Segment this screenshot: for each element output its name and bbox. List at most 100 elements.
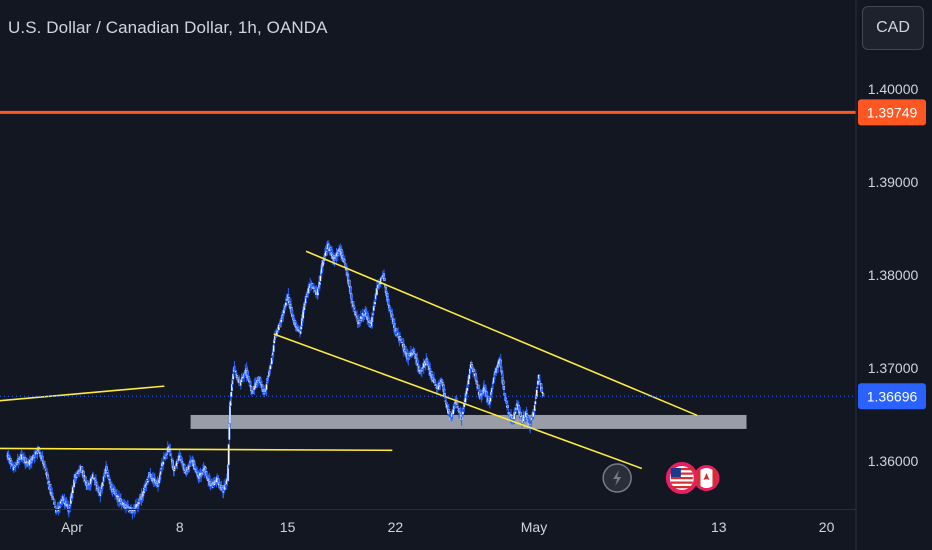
candle xyxy=(373,301,377,305)
support-zone-rect[interactable] xyxy=(190,414,747,429)
candle xyxy=(227,444,230,466)
candle xyxy=(383,277,386,282)
candle xyxy=(251,392,254,394)
candle xyxy=(291,315,294,318)
last-price-label-bg xyxy=(858,383,926,410)
candle xyxy=(229,400,232,407)
x-tick-label: 22 xyxy=(388,519,404,535)
us-flag-stripe xyxy=(670,468,693,471)
candle xyxy=(400,341,404,344)
candle xyxy=(509,415,512,417)
ca-flag-bar-right xyxy=(712,470,717,487)
candle xyxy=(162,461,165,465)
currency-button[interactable]: CAD xyxy=(862,6,924,50)
candle xyxy=(424,363,427,366)
chart-title: U.S. Dollar / Canadian Dollar, 1h, OANDA xyxy=(8,18,328,37)
y-tick-label: 1.36000 xyxy=(868,453,919,469)
candle xyxy=(541,391,544,394)
candle xyxy=(265,383,268,390)
trendline-2[interactable] xyxy=(273,333,643,470)
candle xyxy=(329,247,332,251)
x-tick-label: 15 xyxy=(280,519,296,535)
x-tick-label: May xyxy=(521,519,547,535)
candle xyxy=(300,326,303,330)
x-tick-label: 13 xyxy=(711,519,727,535)
candle xyxy=(38,452,42,454)
candle xyxy=(536,380,540,385)
candle xyxy=(325,250,328,253)
candle xyxy=(506,405,509,408)
candle xyxy=(391,314,394,318)
us-flag-icon[interactable] xyxy=(665,462,698,495)
candle xyxy=(302,310,305,319)
candle xyxy=(221,487,224,490)
candle xyxy=(146,480,149,483)
candle xyxy=(519,411,522,417)
candle xyxy=(368,320,371,323)
candle xyxy=(282,309,285,314)
lightning-bolt xyxy=(613,470,622,487)
us-flag-stripe xyxy=(670,472,693,475)
candle xyxy=(235,375,239,378)
candle xyxy=(124,507,128,509)
candle xyxy=(468,374,471,380)
candle xyxy=(505,400,508,404)
candle xyxy=(502,385,506,390)
candle xyxy=(514,411,517,414)
y-tick-label: 1.38000 xyxy=(868,267,919,283)
candle xyxy=(433,379,436,384)
candle xyxy=(106,472,109,474)
candle xyxy=(452,409,455,415)
trendline-4[interactable] xyxy=(0,447,393,452)
candle xyxy=(241,376,244,379)
ca-flag-icon[interactable] xyxy=(693,465,720,492)
us-flag-stripe xyxy=(670,486,693,489)
candle xyxy=(75,476,78,479)
y-tick-label: 1.37000 xyxy=(868,360,919,376)
x-tick-label: 20 xyxy=(819,519,835,535)
candle xyxy=(489,397,492,402)
candle xyxy=(461,411,464,415)
candle xyxy=(470,362,473,364)
candle xyxy=(196,472,199,475)
candle xyxy=(51,496,54,498)
candle xyxy=(509,414,513,416)
candle xyxy=(47,480,51,484)
candle xyxy=(278,325,281,328)
us-flag-stripe xyxy=(670,477,693,480)
candle xyxy=(181,461,184,463)
candle xyxy=(205,470,208,475)
candle xyxy=(534,401,537,405)
candle xyxy=(201,472,204,475)
candle xyxy=(542,393,545,396)
candle xyxy=(272,344,275,352)
resistance-price-label: 1.39749 xyxy=(867,104,918,120)
y-tick-label: 1.40000 xyxy=(868,81,919,97)
us-flag-stripe xyxy=(670,481,693,484)
candle xyxy=(284,302,287,306)
candle xyxy=(280,319,283,323)
candle xyxy=(299,330,302,334)
candle xyxy=(204,467,207,470)
ca-flag-bar-left xyxy=(696,470,701,487)
ca-flag-leaf xyxy=(703,473,710,481)
resistance-price-label-bg xyxy=(858,99,926,126)
candle xyxy=(532,412,535,418)
candle xyxy=(448,411,451,414)
candle xyxy=(52,498,55,501)
us-flag-canton xyxy=(670,468,681,478)
x-tick-label: 8 xyxy=(176,519,184,535)
candle xyxy=(500,370,504,375)
candle xyxy=(137,501,140,505)
lightning-icon[interactable] xyxy=(602,463,632,493)
candle xyxy=(36,452,39,455)
candle xyxy=(146,478,149,481)
candle xyxy=(472,368,475,372)
candle xyxy=(119,498,122,503)
candle xyxy=(466,387,469,392)
trendline-1[interactable] xyxy=(305,250,698,417)
trendline-3[interactable] xyxy=(0,385,165,402)
candle xyxy=(348,279,351,287)
